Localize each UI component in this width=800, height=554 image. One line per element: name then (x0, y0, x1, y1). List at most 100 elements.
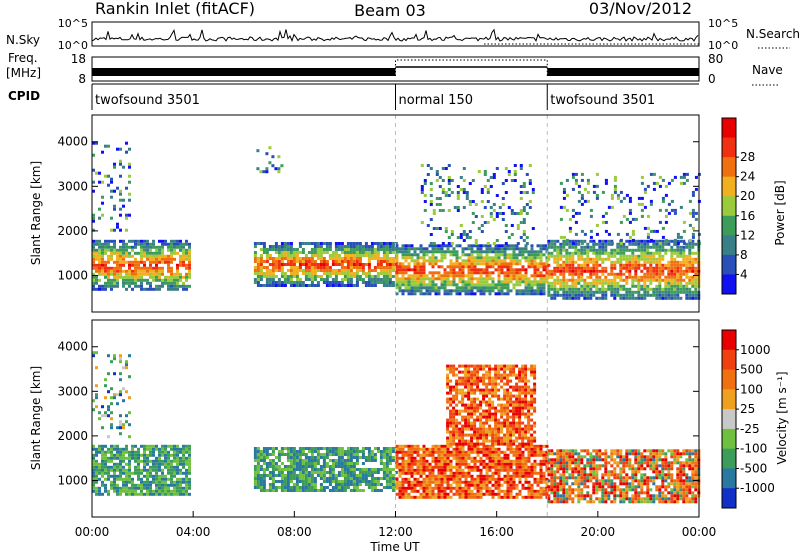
heatmap-cell (479, 277, 483, 281)
heatmap-cell (188, 269, 191, 273)
heatmap-cell (562, 272, 566, 276)
heatmap-cell (646, 257, 650, 261)
heatmap-cell (382, 453, 386, 456)
heatmap-cell (571, 293, 575, 297)
heatmap-cell (92, 213, 95, 217)
heatmap-cell (404, 253, 408, 257)
heatmap-cell (125, 471, 128, 475)
heatmap-cell (280, 275, 284, 278)
heatmap-cell (122, 480, 125, 484)
heatmap-cell (301, 257, 305, 260)
heatmap-cell (376, 254, 380, 257)
heatmap-cell (553, 485, 557, 489)
heatmap-cell (161, 468, 164, 472)
heatmap-cell (319, 453, 323, 456)
heatmap-cell (277, 266, 281, 269)
heatmap-cell (565, 208, 569, 212)
heatmap-cell (373, 453, 377, 456)
heatmap-cell (128, 459, 131, 463)
heatmap-cell (361, 447, 365, 450)
heatmap-cell (283, 275, 287, 278)
heatmap-cell (485, 471, 489, 475)
heatmap-cell (455, 489, 459, 493)
heatmap-cell (419, 247, 423, 251)
heatmap-cell (486, 188, 490, 191)
heatmap-cell (539, 277, 543, 281)
heatmap-cell (376, 257, 380, 260)
heatmap-cell (164, 480, 167, 484)
heatmap-cell (479, 474, 483, 478)
heatmap-cell (574, 296, 578, 300)
heatmap-cell (679, 248, 683, 252)
heatmap-cell (143, 465, 146, 469)
heatmap-cell (313, 477, 317, 480)
heatmap-cell (539, 289, 543, 293)
heatmap-cell (110, 459, 113, 463)
heatmap-cell (458, 471, 462, 475)
heatmap-cell (571, 449, 575, 453)
heatmap-cell (604, 287, 608, 291)
heatmap-cell (513, 173, 517, 176)
heatmap-cell (482, 271, 486, 275)
heatmap-cell (556, 470, 560, 474)
heatmap-cell (458, 265, 462, 269)
heatmap-cell (280, 251, 284, 254)
heatmap-cell (340, 456, 344, 459)
heatmap-cell (170, 480, 173, 484)
heatmap-cell (459, 233, 463, 236)
heatmap-cell (431, 450, 435, 454)
heatmap-cell (364, 248, 368, 251)
heatmap-cell (432, 212, 436, 215)
heatmap-cell (426, 173, 430, 176)
heatmap-cell (391, 450, 395, 453)
heatmap-cell (595, 290, 599, 294)
heatmap-cell (346, 266, 350, 269)
heatmap-cell (122, 471, 125, 475)
heatmap-cell (170, 474, 173, 478)
heatmap-cell (137, 260, 140, 264)
heatmap-cell (553, 293, 557, 297)
heatmap-cell (577, 293, 581, 297)
heatmap-cell (443, 465, 447, 469)
heatmap-cell (259, 477, 263, 480)
heatmap-cell (431, 247, 435, 251)
heatmap-cell (685, 290, 689, 294)
heatmap-cell (92, 284, 95, 288)
heatmap-cell (388, 245, 392, 248)
heatmap-cell (694, 187, 698, 191)
heatmap-cell (128, 281, 131, 285)
heatmap-cell (518, 268, 522, 272)
heatmap-cell (428, 492, 432, 496)
heatmap-cell (512, 253, 516, 257)
heatmap-cell (128, 462, 131, 466)
heatmap-cell (625, 296, 629, 300)
heatmap-cell (691, 257, 695, 261)
heatmap-cell (524, 286, 528, 290)
heatmap-cell (422, 456, 426, 460)
heatmap-cell (143, 266, 146, 270)
heatmap-cell (146, 272, 149, 276)
heatmap-cell (395, 483, 399, 487)
heatmap-cell (431, 253, 435, 257)
heatmap-cell (646, 226, 650, 230)
heatmap-cell (98, 287, 101, 291)
heatmap-cell (640, 263, 644, 267)
heatmap-cell (128, 239, 131, 243)
heatmap-cell (512, 256, 516, 260)
heatmap-cell (307, 260, 311, 263)
heatmap-cell (640, 202, 644, 206)
heatmap-cell (419, 480, 423, 484)
heatmap-cell (268, 278, 272, 281)
heatmap-cell (167, 257, 170, 261)
heatmap-cell (470, 456, 474, 460)
heatmap-cell (128, 147, 131, 151)
heatmap-cell (542, 480, 546, 484)
heatmap-cell (164, 444, 167, 448)
heatmap-cell (134, 269, 137, 273)
heatmap-cell (527, 453, 531, 457)
heatmap-cell (286, 486, 290, 489)
heatmap-cell (268, 146, 272, 150)
heatmap-cell (571, 458, 575, 462)
heatmap-cell (422, 277, 426, 281)
heatmap-cell (131, 456, 134, 460)
